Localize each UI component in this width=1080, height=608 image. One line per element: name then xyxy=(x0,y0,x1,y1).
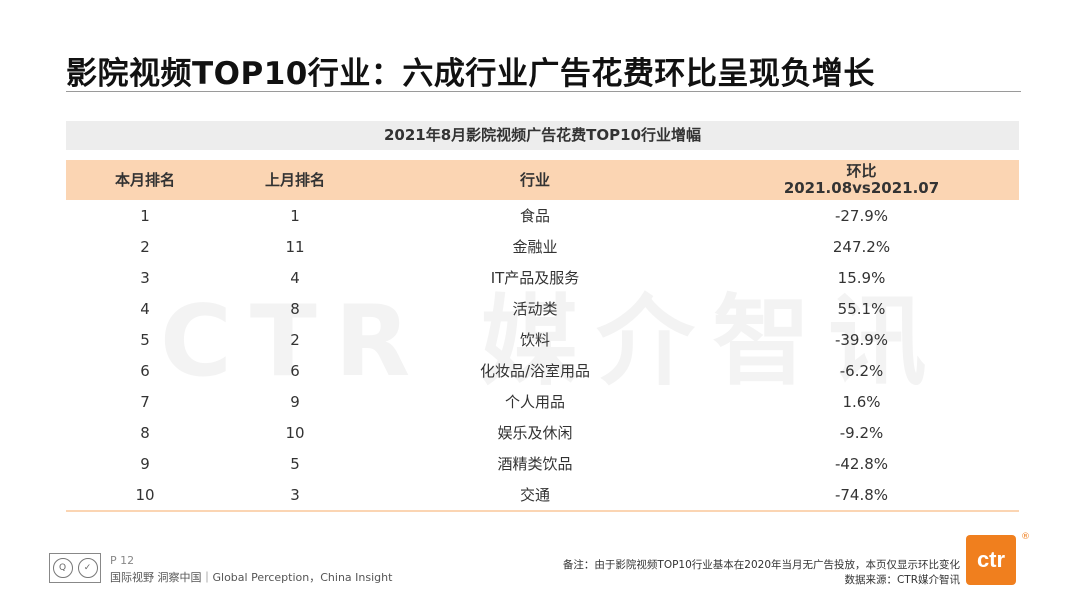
table-row: 9 5 酒精类饮品 -42.8% xyxy=(66,448,1019,479)
page-title: 影院视频TOP10行业：六成行业广告花费环比呈现负增长 xyxy=(66,56,875,92)
data-source: 数据来源：CTR媒介智讯 xyxy=(844,574,960,586)
industry-ranking-table: 本月排名 上月排名 行业 环比 2021.08vs2021.07 1 1 食品 -27… xyxy=(66,160,1019,512)
cell-rank-this-month: 4 xyxy=(140,299,150,318)
cell-rank-last-month: 6 xyxy=(290,361,300,380)
table-row: 8 10 娱乐及休闲 -9.2% xyxy=(66,417,1019,448)
cell-mom: 15.9% xyxy=(837,268,886,287)
header-mom: 环比 2021.08vs2021.07 xyxy=(704,160,1019,200)
table-header-row: 本月排名 上月排名 行业 环比 2021.08vs2021.07 xyxy=(66,160,1019,200)
watermark: CTR 媒介智讯 xyxy=(160,285,945,399)
table-caption: 2021年8月影院视频广告花费TOP10行业增幅 xyxy=(66,121,1019,150)
cell-rank-this-month: 1 xyxy=(140,206,150,225)
table-row: 7 9 个人用品 1.6% xyxy=(66,386,1019,417)
page-number: P 12 xyxy=(110,554,135,567)
header-industry: 行业 xyxy=(366,160,704,200)
cell-rank-this-month: 6 xyxy=(140,361,150,380)
header-mom-line2: 2021.08vs2021.07 xyxy=(783,179,940,197)
cell-rank-last-month: 1 xyxy=(290,206,300,225)
cell-rank-this-month: 9 xyxy=(140,454,150,473)
cert-mark-icon: Q xyxy=(52,558,73,578)
cell-industry: 食品 xyxy=(519,207,550,225)
footer-slogan: 国际视野 洞察中国｜Global Perception，China Insigh… xyxy=(110,571,393,584)
cell-rank-last-month: 9 xyxy=(290,392,300,411)
cell-mom: 1.6% xyxy=(842,392,881,411)
cell-industry: 化妆品/浴室用品 xyxy=(479,362,591,380)
certification-logo: Q ✓ xyxy=(49,553,101,583)
table-row: 6 6 化妆品/浴室用品 -6.2% xyxy=(66,355,1019,386)
cell-industry: 酒精类饮品 xyxy=(497,455,573,473)
cell-rank-this-month: 5 xyxy=(140,330,150,349)
table-row: 3 4 IT产品及服务 15.9% xyxy=(66,262,1019,293)
cell-mom: -9.2% xyxy=(839,423,884,442)
table-row: 2 11 金融业 247.2% xyxy=(66,231,1019,262)
cell-rank-this-month: 10 xyxy=(66,479,224,512)
cell-rank-this-month: 2 xyxy=(140,237,150,256)
cell-rank-last-month: 8 xyxy=(290,299,300,318)
footer-note: 备注：由于影院视频TOP10行业基本在2020年当月无广告投放，本页仅显示环比变… xyxy=(562,559,960,571)
cell-rank-last-month: 2 xyxy=(290,330,300,349)
cell-rank-this-month: 3 xyxy=(140,268,150,287)
cell-rank-last-month: 11 xyxy=(285,237,305,256)
registered-mark: ® xyxy=(1021,532,1030,542)
cell-industry: IT产品及服务 xyxy=(490,269,580,287)
table-row: 1 1 食品 -27.9% xyxy=(66,200,1019,231)
cell-rank-last-month: 4 xyxy=(290,268,300,287)
ctr-logo: ctr xyxy=(966,535,1016,585)
cell-rank-last-month: 10 xyxy=(285,423,305,442)
cert-seal-icon: ✓ xyxy=(77,558,98,578)
cell-industry: 活动类 xyxy=(512,300,558,318)
header-rank-this-month: 本月排名 xyxy=(66,160,224,200)
cell-industry: 娱乐及休闲 xyxy=(497,424,573,442)
cell-mom: 247.2% xyxy=(832,237,891,256)
cell-mom: -27.9% xyxy=(834,206,889,225)
cell-rank-this-month: 8 xyxy=(140,423,150,442)
cell-industry: 交通 xyxy=(366,479,704,512)
header-rank-last-month: 上月排名 xyxy=(224,160,366,200)
cell-mom: -6.2% xyxy=(839,361,884,380)
cell-mom: 55.1% xyxy=(837,299,886,318)
table-row: 10 3 交通 -74.8% xyxy=(66,479,1019,512)
table-row: 4 8 活动类 55.1% xyxy=(66,293,1019,324)
cell-rank-this-month: 7 xyxy=(140,392,150,411)
cell-industry: 个人用品 xyxy=(504,393,565,411)
table-row: 5 2 饮料 -39.9% xyxy=(66,324,1019,355)
cell-mom: -42.8% xyxy=(834,454,889,473)
cell-rank-last-month: 3 xyxy=(224,479,366,512)
cell-rank-last-month: 5 xyxy=(290,454,300,473)
cell-industry: 金融业 xyxy=(512,238,558,256)
header-mom-line1: 环比 xyxy=(846,162,877,180)
cell-mom: -74.8% xyxy=(704,479,1019,512)
cell-industry: 饮料 xyxy=(519,331,550,349)
title-divider xyxy=(66,91,1021,92)
cell-mom: -39.9% xyxy=(834,330,889,349)
